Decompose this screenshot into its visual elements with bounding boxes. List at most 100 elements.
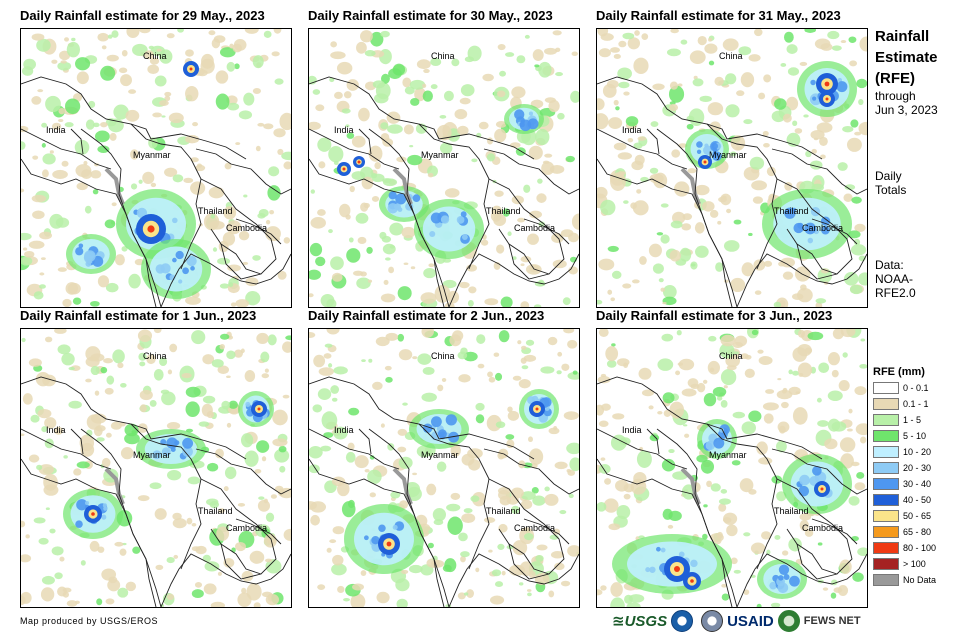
- rain-speck: [562, 297, 571, 306]
- rain-speck: [52, 169, 68, 179]
- rain-speck: [696, 454, 708, 463]
- rain-speck: [774, 534, 781, 540]
- rain-speck: [516, 55, 526, 64]
- rain-speck: [532, 49, 544, 61]
- rain-speck: [721, 583, 727, 588]
- coastline: [21, 458, 291, 607]
- rain-speck: [773, 301, 782, 307]
- panel-title: Daily Rainfall estimate for 30 May., 202…: [308, 8, 553, 23]
- rain-speck: [175, 250, 184, 260]
- rain-speck: [528, 448, 544, 465]
- rain-speck: [21, 125, 29, 133]
- rain-speck: [350, 593, 366, 607]
- rain-speck: [125, 109, 140, 122]
- place-label-china: China: [719, 51, 743, 61]
- rain-speck: [182, 267, 189, 275]
- rain-speck: [21, 232, 32, 241]
- rain-speck: [817, 420, 829, 427]
- rain-speck: [149, 400, 157, 407]
- rain-speck: [227, 102, 240, 111]
- rain-speck: [854, 131, 862, 136]
- rain-speck: [763, 260, 773, 267]
- rain-speck: [563, 329, 575, 334]
- country-border: [309, 128, 400, 170]
- rain-speck: [741, 262, 755, 277]
- title-line: Estimate: [875, 49, 938, 66]
- rain-speck: [460, 551, 470, 558]
- heavy-rain: [342, 167, 346, 171]
- rain-speck: [153, 368, 164, 381]
- rain-speck: [798, 485, 810, 497]
- legend-swatch: [873, 414, 899, 426]
- rain-speck: [76, 499, 88, 511]
- rain-speck: [555, 71, 563, 77]
- rain-speck: [734, 335, 748, 347]
- rain-speck: [354, 455, 369, 469]
- rain-speck: [560, 229, 574, 238]
- rain-speck: [364, 468, 370, 473]
- rain-speck: [494, 372, 503, 381]
- rain-speck: [622, 32, 635, 40]
- rain-speck: [388, 68, 402, 79]
- rain-speck: [725, 104, 740, 118]
- rain-speck: [376, 591, 390, 604]
- rain-speck: [751, 180, 768, 191]
- rain-speck: [430, 212, 442, 224]
- rain-speck: [677, 83, 683, 87]
- country-border: [483, 148, 579, 195]
- rain-speck: [89, 540, 100, 552]
- rain-speck: [114, 541, 124, 547]
- rain-speck: [85, 346, 101, 362]
- rain-speck: [702, 379, 708, 384]
- rain-speck: [164, 167, 178, 177]
- rain-speck: [370, 31, 384, 47]
- coastline: [309, 458, 579, 607]
- rain-speck: [652, 83, 665, 91]
- rain-speck: [321, 411, 338, 430]
- rain-speck: [476, 334, 486, 344]
- rain-speck: [39, 272, 45, 276]
- rain-speck: [329, 539, 337, 544]
- rain-speck: [90, 300, 100, 307]
- rain-speck: [387, 124, 403, 134]
- rain-speck: [51, 122, 62, 130]
- rain-speck: [676, 329, 682, 336]
- country-border: [80, 128, 162, 307]
- rain-speck: [269, 209, 275, 215]
- rain-speck: [124, 423, 139, 437]
- rain-speck: [328, 146, 344, 163]
- rain-speck: [219, 343, 225, 350]
- legend-item: 5 - 10: [873, 428, 967, 444]
- rain-speck: [454, 109, 468, 120]
- rain-speck: [253, 602, 261, 607]
- rain-speck: [309, 332, 316, 338]
- rain-speck: [160, 439, 167, 446]
- rain-speck: [309, 121, 321, 131]
- rain-speck: [96, 598, 103, 606]
- rain-speck: [173, 554, 179, 559]
- credit: Map produced by USGS/EROS: [20, 616, 159, 626]
- rain-speck: [341, 501, 356, 518]
- rain-speck: [505, 52, 515, 57]
- rain-speck: [669, 81, 679, 90]
- rain-speck: [468, 286, 477, 294]
- rain-speck: [164, 91, 172, 97]
- rain-speck: [265, 512, 275, 522]
- rain-speck: [223, 486, 229, 492]
- heavy-rain: [257, 407, 261, 411]
- rain-speck: [28, 240, 45, 249]
- rain-speck: [213, 35, 226, 43]
- rain-speck: [185, 85, 199, 102]
- rain-speck: [618, 81, 630, 89]
- rain-speck: [186, 517, 193, 525]
- rain-speck: [517, 217, 526, 223]
- rain-speck: [111, 30, 119, 38]
- country-border: [656, 428, 738, 607]
- rain-speck: [381, 73, 390, 84]
- rain-speck: [658, 278, 664, 283]
- rain-speck: [33, 291, 44, 300]
- rain-speck: [21, 66, 34, 76]
- rain-speck: [719, 343, 735, 359]
- rain-speck: [343, 91, 352, 99]
- rain-speck: [326, 298, 337, 307]
